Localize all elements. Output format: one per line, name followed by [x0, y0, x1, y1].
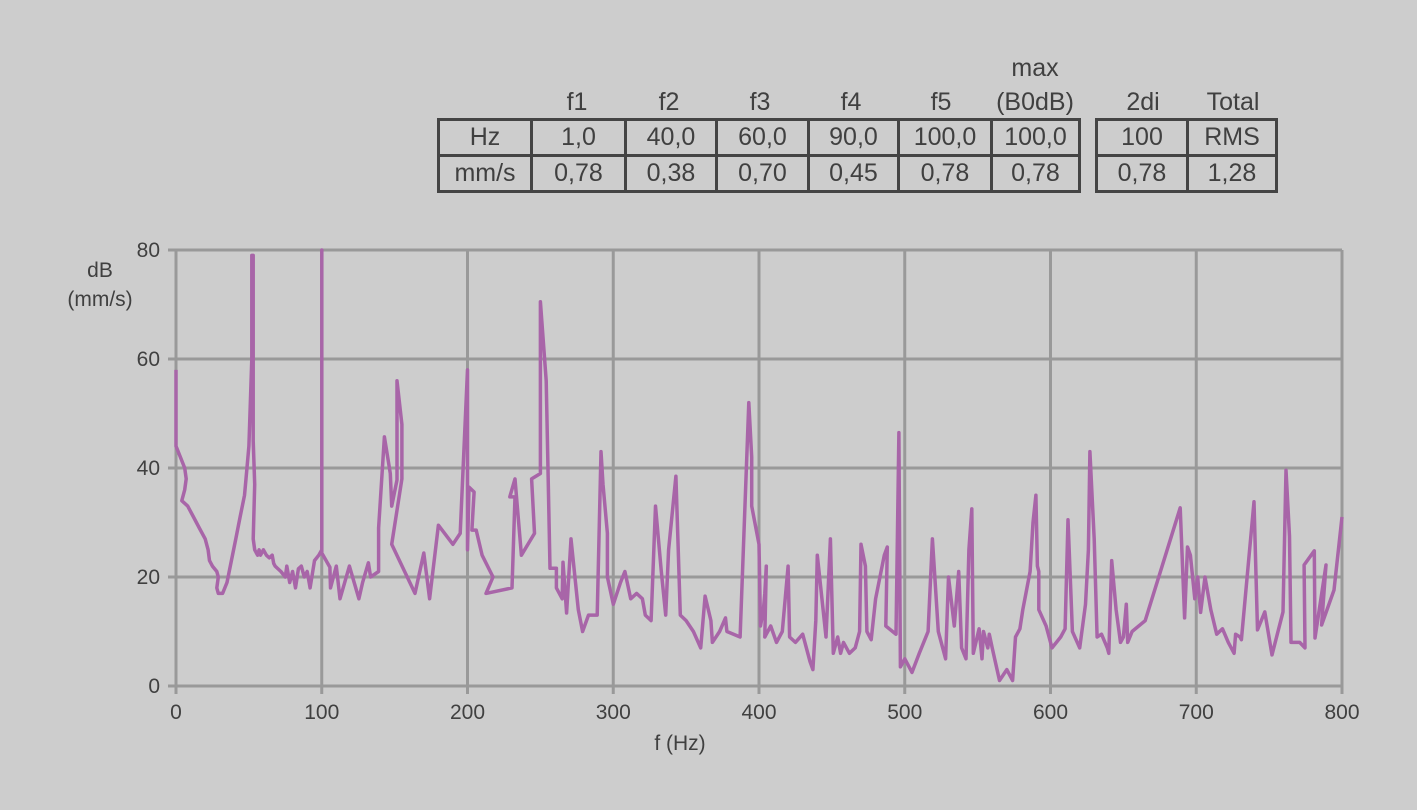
y-tick-label: 60 — [137, 348, 160, 371]
x-tick-label: 800 — [1324, 701, 1359, 724]
x-tick-label: 400 — [741, 701, 776, 724]
col-header-f4: f4 — [840, 88, 862, 116]
cell: 0,78 — [1095, 154, 1189, 193]
cell: 90,0 — [807, 118, 900, 157]
series-line-spectrum — [174, 248, 1344, 683]
y-axis-label: dB — [87, 259, 113, 282]
frequency-table: Hz 1,0 40,0 60,0 90,0 100,0 100,0 mm/s 0… — [437, 118, 1081, 193]
cell: mm/s — [437, 154, 533, 193]
table-row-mms: mm/s 0,78 0,38 0,70 0,45 0,78 0,78 — [437, 154, 1081, 193]
rms-table: 100 RMS 0,78 1,28 — [1095, 118, 1278, 193]
table-row: 0,78 1,28 — [1095, 154, 1278, 193]
cell: 100,0 — [897, 118, 993, 157]
col-header-2di: 2di — [1126, 88, 1160, 116]
cell: 0,45 — [807, 154, 900, 193]
cell: 1,28 — [1186, 154, 1278, 193]
cell: 0,38 — [624, 154, 718, 193]
x-tick-label: 200 — [450, 701, 485, 724]
col-header-max: (B0dB) — [996, 88, 1074, 116]
x-tick-label: 700 — [1179, 701, 1214, 724]
table-row: 100 RMS — [1095, 118, 1278, 157]
x-tick-label: 0 — [170, 701, 182, 724]
tick-labels: 0 100 200 300 400 500 600 700 800 0 20 40 60 80 — [137, 239, 1360, 724]
x-axis-label: f (Hz) — [654, 732, 705, 755]
cell: 0,78 — [897, 154, 993, 193]
x-tick-label: 600 — [1033, 701, 1068, 724]
cell: RMS — [1186, 118, 1278, 157]
cell: 100,0 — [990, 118, 1081, 157]
cell: 40,0 — [624, 118, 718, 157]
grid — [168, 248, 1344, 694]
x-tick-label: 500 — [887, 701, 922, 724]
cell: 60,0 — [715, 118, 810, 157]
y-tick-label: 20 — [137, 566, 160, 589]
y-tick-label: 40 — [137, 457, 160, 480]
max-label: max — [1011, 54, 1059, 82]
col-header-f3: f3 — [749, 88, 771, 116]
cell: 0,78 — [530, 154, 627, 193]
x-tick-label: 300 — [596, 701, 631, 724]
y-tick-label: 80 — [137, 239, 160, 262]
x-tick-label: 100 — [304, 701, 339, 724]
table-row-hz: Hz 1,0 40,0 60,0 90,0 100,0 100,0 — [437, 118, 1081, 157]
cell: 100 — [1095, 118, 1189, 157]
col-header-total: Total — [1206, 88, 1260, 116]
cell: 0,78 — [990, 154, 1081, 193]
cell: Hz — [437, 118, 533, 157]
cell: 0,70 — [715, 154, 810, 193]
y-axis-label-units: (mm/s) — [67, 288, 132, 311]
y-tick-label: 0 — [148, 675, 160, 698]
col-header-f5: f5 — [930, 88, 952, 116]
col-header-f2: f2 — [658, 88, 680, 116]
col-header-f1: f1 — [566, 88, 588, 116]
cell: 1,0 — [530, 118, 627, 157]
